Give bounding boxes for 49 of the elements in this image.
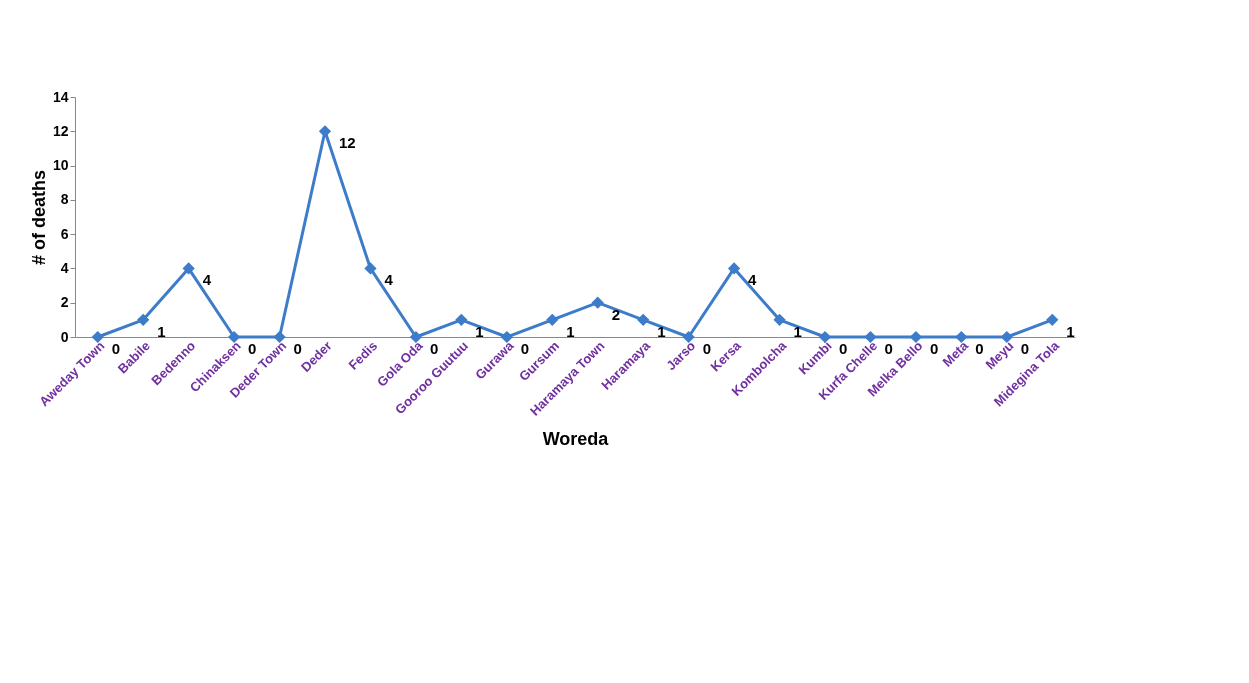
point xyxy=(137,313,150,326)
data-label: 0 xyxy=(1020,340,1030,357)
y-tick-label: 0 xyxy=(60,328,69,345)
x-axis-title: Woreda xyxy=(542,428,610,449)
data-label: 0 xyxy=(293,340,302,357)
point xyxy=(500,330,513,344)
y-tick-label: 14 xyxy=(52,88,69,105)
point xyxy=(227,330,241,344)
data-label: 1 xyxy=(566,322,575,340)
y-tick-label: 4 xyxy=(60,259,69,276)
data-label: 0 xyxy=(975,340,984,357)
data-label: 12 xyxy=(339,134,356,152)
data-label: 0 xyxy=(248,340,257,357)
point xyxy=(409,330,423,344)
data-label: 1 xyxy=(475,322,484,340)
point xyxy=(591,296,604,309)
data-label: 1 xyxy=(657,322,666,340)
y-tick-label: 6 xyxy=(60,225,69,242)
y-tick-label: 12 xyxy=(52,122,69,139)
point xyxy=(273,330,286,344)
data-label: 4 xyxy=(202,271,212,289)
point xyxy=(364,262,377,275)
data-label: 4 xyxy=(384,271,394,289)
y-tick-label: 2 xyxy=(60,294,69,311)
y-tick-label: 8 xyxy=(60,191,69,208)
y-axis-title: # of deaths xyxy=(28,169,49,266)
data-label: 0 xyxy=(884,340,893,357)
data-label: 1 xyxy=(1066,322,1075,340)
data-label: 1 xyxy=(157,322,166,340)
data-label: 0 xyxy=(929,340,939,357)
data-label: 2 xyxy=(611,305,621,323)
data-label: 1 xyxy=(793,322,802,340)
point xyxy=(955,330,968,344)
data-label: 4 xyxy=(748,271,758,289)
point xyxy=(318,125,332,138)
point xyxy=(1046,313,1059,326)
y-tick-label: 10 xyxy=(52,157,69,174)
point xyxy=(864,330,877,344)
point xyxy=(682,330,695,344)
data-label: 0 xyxy=(839,340,848,357)
data-label: 0 xyxy=(702,340,711,357)
point xyxy=(909,330,923,344)
point xyxy=(546,313,559,326)
point xyxy=(637,313,650,326)
point xyxy=(182,262,195,275)
point xyxy=(773,313,786,326)
point xyxy=(455,313,468,326)
point xyxy=(91,330,104,344)
point xyxy=(727,262,741,275)
